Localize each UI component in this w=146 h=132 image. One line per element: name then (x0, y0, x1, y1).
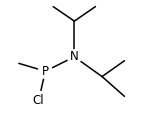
Text: P: P (42, 65, 49, 78)
Circle shape (67, 50, 81, 64)
Circle shape (38, 64, 52, 78)
Circle shape (30, 91, 48, 109)
Text: N: N (70, 50, 79, 63)
Text: Cl: Cl (33, 94, 45, 107)
